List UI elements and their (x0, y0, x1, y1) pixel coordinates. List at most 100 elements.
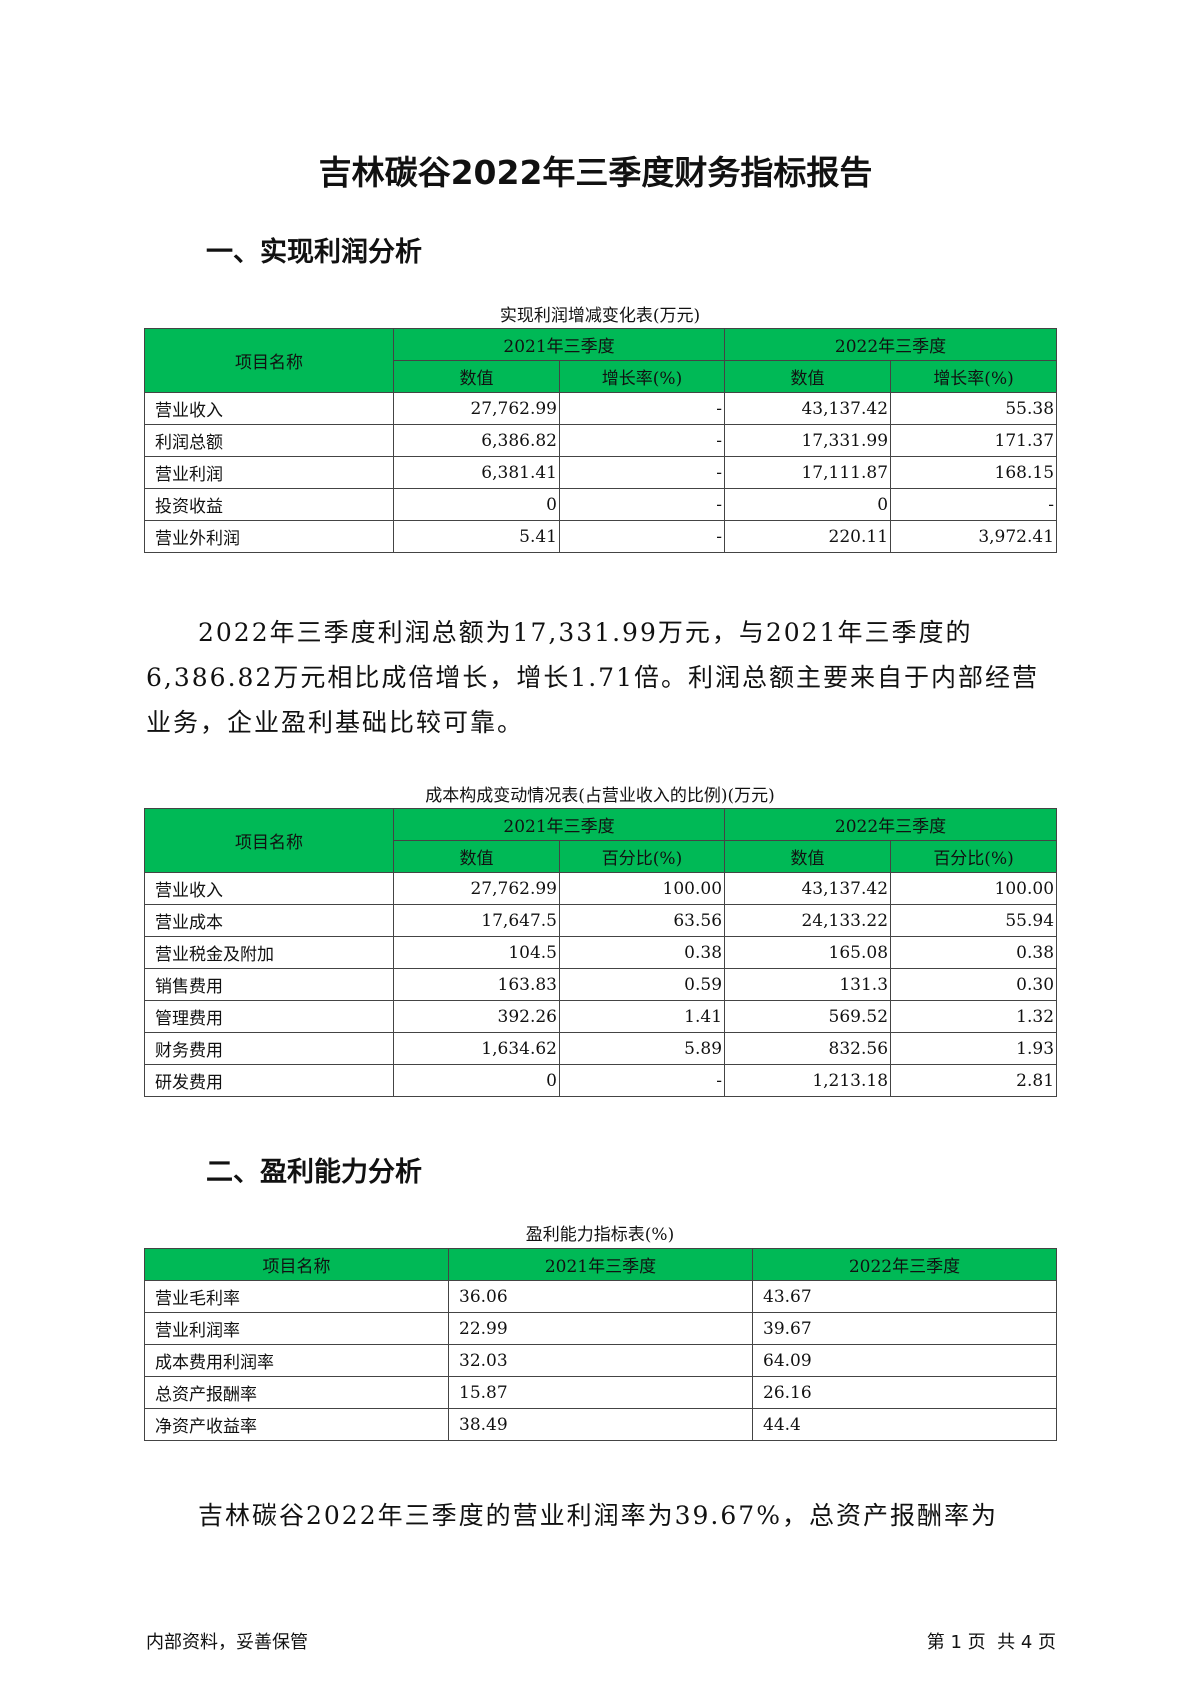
cell-value: 171.37 (890, 424, 1058, 457)
header-period-2021: 2021年三季度 (392, 328, 726, 361)
table3-caption: 盈利能力指标表(%) (525, 1225, 675, 1245)
cell-value: 44.4 (752, 1408, 1057, 1441)
header-item-name: 项目名称 (144, 1248, 449, 1281)
footer-page-number: 第 1 页 共 4 页 (926, 1632, 1056, 1653)
table-row: 营业收入 27,762.99-43,137.42 55.38 (144, 392, 1058, 425)
header-value: 数值 (393, 840, 560, 873)
table-row: 营业成本 17,647.5 63.56 24,133.22 55.94 (144, 904, 1058, 937)
table-row: 营业外利润 5.41-220.11 3,972.41 (144, 520, 1058, 553)
cell-value: 1.93 (890, 1032, 1058, 1065)
cell-value: 100.00 (558, 872, 726, 905)
table-row: 营业毛利率 36.06 43.67 (144, 1280, 1057, 1313)
cell-value: 22.99 (448, 1312, 753, 1345)
cell-value: 0.59 (558, 968, 726, 1001)
section-heading-profitability: 二、盈利能力分析 (206, 1157, 422, 1188)
table-row: 营业税金及附加 104.5 0.38 165.08 0.38 (144, 936, 1058, 969)
cell-value: 569.52 (724, 1000, 892, 1033)
cell-value: 131.3 (724, 968, 892, 1001)
cost-structure-table: 项目名称 2021年三季度 2022年三季度 数值 百分比(%) 数值 百分比(%) 营业… (144, 808, 1058, 1097)
table-row: 营业收入 27,762.99 100.00 43,137.42 100.00 (144, 872, 1058, 905)
header-item-name: 项目名称 (144, 328, 394, 393)
table-row: 成本费用利润率 32.03 64.09 (144, 1344, 1057, 1377)
table2-caption: 成本构成变动情况表(占营业收入的比例)(万元) (425, 786, 775, 806)
row-label: 营业税金及附加 (144, 936, 394, 969)
cell-value: 168.15 (890, 456, 1058, 489)
profit-change-table: 项目名称 2021年三季度 2022年三季度 数值 增长率(%) 数值 增长率(%) 营业… (144, 328, 1058, 553)
row-label: 财务费用 (144, 1032, 394, 1065)
cell-value: 17,111.87 (724, 456, 892, 489)
table-row: 利润总额 6,386.82-17,331.99 171.37 (144, 424, 1058, 457)
cell-value: 32.03 (448, 1344, 753, 1377)
cell-value: - (558, 520, 726, 553)
cell-value: 17,647.5 (393, 904, 560, 937)
cell-value: - (558, 456, 726, 489)
cell-value: 6,381.41 (393, 456, 560, 489)
row-label: 利润总额 (144, 424, 394, 457)
row-label: 营业外利润 (144, 520, 394, 553)
cell-value: 1.41 (558, 1000, 726, 1033)
cell-value: 27,762.99 (393, 392, 560, 425)
cell-value: 832.56 (724, 1032, 892, 1065)
row-label: 净资产收益率 (144, 1408, 449, 1441)
cell-value: 5.89 (558, 1032, 726, 1065)
header-rate: 增长率(%) (558, 360, 726, 393)
table1-caption: 实现利润增减变化表(万元) (499, 306, 701, 326)
section-heading-profit: 一、实现利润分析 (206, 237, 422, 268)
cell-value: 39.67 (752, 1312, 1057, 1345)
cell-value: 5.41 (393, 520, 560, 553)
cell-value: 55.94 (890, 904, 1058, 937)
cell-value: 1.32 (890, 1000, 1058, 1033)
header-pct: 百分比(%) (890, 840, 1058, 873)
cell-value: 64.09 (752, 1344, 1057, 1377)
cell-value: 1,634.62 (393, 1032, 560, 1065)
table-row: 投资收益 0-0- (144, 488, 1058, 521)
header-value: 数值 (724, 840, 892, 873)
cell-value: - (558, 424, 726, 457)
cell-value: 26.16 (752, 1376, 1057, 1409)
header-item-name: 项目名称 (144, 808, 394, 873)
row-label: 总资产报酬率 (144, 1376, 449, 1409)
header-period-2021: 2021年三季度 (448, 1248, 753, 1281)
cell-value: 104.5 (393, 936, 560, 969)
row-label: 成本费用利润率 (144, 1344, 449, 1377)
cell-value: 0 (724, 488, 892, 521)
cell-value: 0.38 (558, 936, 726, 969)
row-label: 营业利润率 (144, 1312, 449, 1345)
header-period-2021: 2021年三季度 (392, 808, 726, 841)
cell-value: 15.87 (448, 1376, 753, 1409)
table-row: 财务费用 1,634.62 5.89 832.56 1.93 (144, 1032, 1058, 1065)
table-row: 管理费用 392.26 1.41 569.52 1.32 (144, 1000, 1058, 1033)
cell-value: 63.56 (558, 904, 726, 937)
table-row: 研发费用 0-1,213.18 2.81 (144, 1064, 1058, 1097)
cell-value: 6,386.82 (393, 424, 560, 457)
cell-value: - (558, 488, 726, 521)
cell-value: - (890, 488, 1058, 521)
profitability-table: 项目名称 2021年三季度 2022年三季度 营业毛利率 36.06 43.67 营业利润… (144, 1248, 1057, 1441)
cell-value: 165.08 (724, 936, 892, 969)
cell-value: 43.67 (752, 1280, 1057, 1313)
cell-value: 2.81 (890, 1064, 1058, 1097)
cell-value: 220.11 (724, 520, 892, 553)
row-label: 研发费用 (144, 1064, 394, 1097)
cell-value: 24,133.22 (724, 904, 892, 937)
header-period-2022: 2022年三季度 (724, 808, 1058, 841)
header-value: 数值 (393, 360, 560, 393)
cell-value: 27,762.99 (393, 872, 560, 905)
cell-value: - (558, 392, 726, 425)
cell-value: 1,213.18 (724, 1064, 892, 1097)
header-value: 数值 (724, 360, 892, 393)
header-pct: 百分比(%) (558, 840, 726, 873)
row-label: 营业收入 (144, 392, 394, 425)
cell-value: 38.49 (448, 1408, 753, 1441)
table-row: 营业利润 6,381.41-17,111.87 168.15 (144, 456, 1058, 489)
cell-value: 17,331.99 (724, 424, 892, 457)
cell-value: 0 (393, 488, 560, 521)
row-label: 营业利润 (144, 456, 394, 489)
cell-value: 43,137.42 (724, 392, 892, 425)
cell-value: 36.06 (448, 1280, 753, 1313)
table-row: 净资产收益率 38.49 44.4 (144, 1408, 1057, 1441)
cell-value: - (558, 1064, 726, 1097)
header-rate: 增长率(%) (890, 360, 1058, 393)
cell-value: 392.26 (393, 1000, 560, 1033)
